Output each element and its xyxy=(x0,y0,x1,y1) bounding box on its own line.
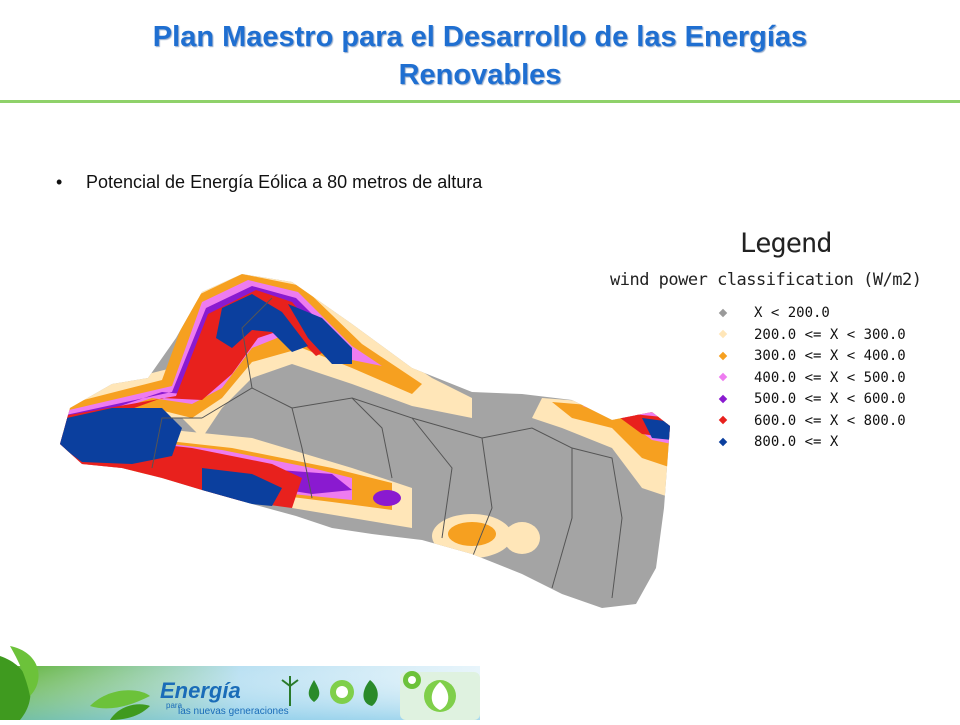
flame-icon-large xyxy=(424,680,456,712)
flame-icon xyxy=(363,680,378,706)
legend-item: 600.0 <= X < 800.0 xyxy=(716,411,906,433)
legend-label: 500.0 <= X < 600.0 xyxy=(754,391,906,407)
legend-label: 800.0 <= X xyxy=(754,434,839,450)
bullet-text: Potencial de Energía Eólica a 80 metros … xyxy=(86,172,483,192)
legend-swatch xyxy=(718,308,728,317)
title-divider xyxy=(0,100,960,103)
legend-item: 200.0 <= X < 300.0 xyxy=(716,325,906,347)
map-graphic xyxy=(60,274,670,608)
legend-label: X < 200.0 xyxy=(754,305,830,321)
legend-swatch xyxy=(718,329,728,339)
footer-banner: Energía para las nuevas generaciones xyxy=(0,636,480,720)
slide-title-line1: Plan Maestro para el Desarrollo de las E… xyxy=(152,21,808,53)
wind-potential-map xyxy=(52,268,672,612)
sun-icon xyxy=(330,680,354,704)
legend-swatch xyxy=(718,372,728,382)
legend-label: 200.0 <= X < 300.0 xyxy=(754,326,906,343)
legend-item: 500.0 <= X < 600.0 xyxy=(716,389,906,411)
legend-item: 800.0 <= X xyxy=(716,432,906,454)
leaf-icon xyxy=(0,646,150,720)
legend-label: 600.0 <= X < 800.0 xyxy=(754,412,906,429)
bullet-item: • Potencial de Energía Eólica a 80 metros… xyxy=(56,172,482,193)
legend-label: 300.0 <= X < 400.0 xyxy=(754,348,906,364)
legend-list: X < 200.0 200.0 <= X < 300.0 300.0 <= X … xyxy=(716,303,906,454)
footer-graphic: Energía para las nuevas generaciones xyxy=(0,646,480,720)
footer-brand: Energía xyxy=(160,678,241,703)
legend-swatch xyxy=(718,394,728,403)
legend-item: X < 200.0 xyxy=(716,303,906,325)
wind-turbine-icon xyxy=(281,676,299,706)
legend-swatch xyxy=(718,351,728,360)
legend-title: Legend xyxy=(740,228,833,259)
bullet-marker: • xyxy=(56,172,63,192)
legend-subtitle: wind power classification (W/m2) xyxy=(610,270,922,290)
legend-label: 400.0 <= X < 500.0 xyxy=(754,369,906,386)
slide-title: Plan Maestro para el Desarrollo de las E… xyxy=(0,18,960,94)
slide-title-line2: Renovables xyxy=(398,59,562,91)
legend-item: 300.0 <= X < 400.0 xyxy=(716,346,906,368)
water-drop-icon xyxy=(308,680,320,702)
gear-icon xyxy=(403,671,421,689)
footer-tagline-small: para xyxy=(166,701,183,710)
footer-tagline: las nuevas generaciones xyxy=(178,706,289,717)
legend-item: 400.0 <= X < 500.0 xyxy=(716,368,906,390)
legend-swatch xyxy=(718,437,728,446)
legend-swatch xyxy=(718,415,728,425)
